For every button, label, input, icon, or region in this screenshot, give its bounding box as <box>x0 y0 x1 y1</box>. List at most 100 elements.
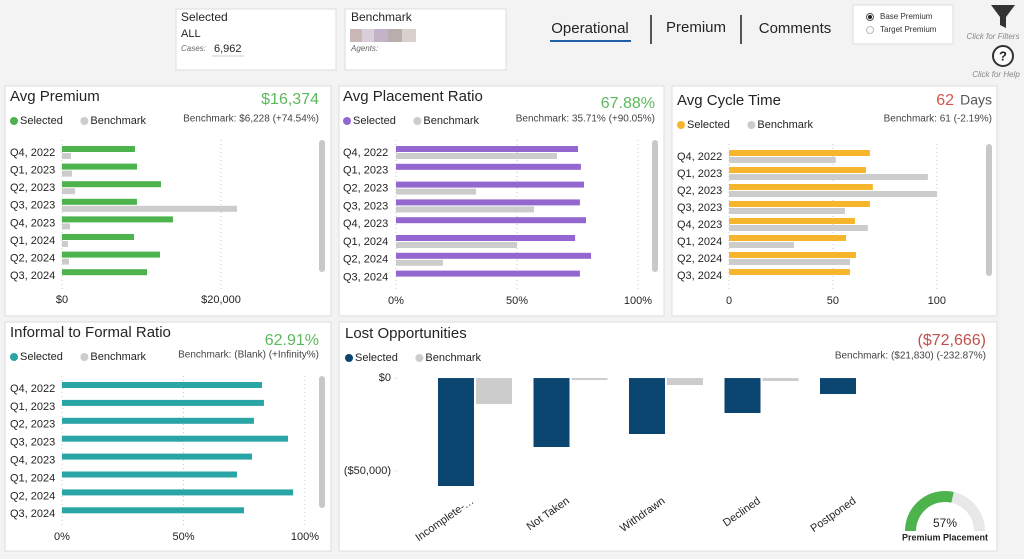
bar <box>729 218 855 224</box>
legend-label: Benchmark <box>757 119 813 131</box>
benchmark-note: Benchmark: (Blank) (+Infinity%) <box>178 350 319 361</box>
bar <box>396 188 477 195</box>
bar <box>62 382 262 388</box>
panel-title: Avg Cycle Time <box>677 92 781 109</box>
bar <box>629 378 665 435</box>
legend-marker <box>345 354 353 362</box>
bar <box>62 205 237 212</box>
bar <box>762 378 799 382</box>
scrollbar[interactable] <box>652 140 658 272</box>
panel-title: Avg Premium <box>10 88 100 105</box>
premium-options <box>852 4 954 45</box>
bar <box>729 235 847 241</box>
bar <box>62 507 245 514</box>
benchmark-note: Benchmark: 35.71% (+90.05%) <box>516 114 655 125</box>
cases-value: 6,962 <box>214 43 242 55</box>
bar <box>729 252 856 258</box>
benchmark-note: Benchmark: ($21,830) (-232.87%) <box>835 351 986 362</box>
bar <box>729 269 850 275</box>
bar <box>729 208 845 214</box>
headline-value: 67.88% <box>601 95 655 112</box>
bar <box>62 251 161 258</box>
tab[interactable]: Comments <box>759 20 832 37</box>
agent-swatches <box>350 29 416 42</box>
tab[interactable]: Operational <box>551 20 629 37</box>
category-label: Q4, 2023 <box>10 217 55 229</box>
legend-label: Selected <box>687 119 730 131</box>
bar <box>729 174 928 180</box>
category-label: Q2, 2024 <box>677 253 722 265</box>
cases-label: Cases: <box>181 44 206 53</box>
x-tick-label: $20,000 <box>201 294 241 306</box>
radio-label: Base Premium <box>880 12 933 21</box>
bar <box>62 223 71 230</box>
legend-marker <box>80 353 89 361</box>
legend-marker <box>80 117 89 125</box>
bar <box>396 206 534 213</box>
bar <box>396 259 443 266</box>
bar <box>62 170 73 177</box>
scrollbar[interactable] <box>319 376 325 508</box>
bar <box>62 198 137 205</box>
headline-value: ($72,666) <box>918 332 987 349</box>
x-tick-label: 0 <box>726 295 732 307</box>
category-label: Q2, 2023 <box>10 419 55 431</box>
benchmark-card-title: Benchmark <box>351 10 413 24</box>
category-label: Q3, 2023 <box>343 200 388 212</box>
category-label: Q1, 2023 <box>10 401 55 413</box>
filter-icon[interactable] <box>991 5 1015 28</box>
category-label: Q3, 2024 <box>343 272 388 284</box>
bar <box>62 471 237 478</box>
y-tick-label: $0 <box>379 372 391 384</box>
bar <box>396 217 586 224</box>
category-label: Q1, 2024 <box>10 235 55 247</box>
bar <box>396 163 581 170</box>
bar <box>62 234 135 240</box>
category-label: Q1, 2023 <box>343 165 388 177</box>
x-tick-label: 0% <box>54 531 70 543</box>
bar <box>476 378 512 405</box>
legend-label: Benchmark <box>90 351 146 363</box>
panel-title: Informal to Formal Ratio <box>10 324 171 341</box>
help-glyph: ? <box>999 48 1007 63</box>
radio-dot <box>868 15 872 19</box>
legend-label: Selected <box>353 115 396 127</box>
legend-label: Selected <box>20 351 63 363</box>
bar <box>396 146 578 152</box>
help-icon[interactable] <box>992 45 1014 67</box>
legend-marker <box>413 117 422 125</box>
gauge-title: Premium Placement <box>902 532 988 542</box>
legend-label: Selected <box>355 352 398 364</box>
bar <box>533 378 570 448</box>
scrollbar[interactable] <box>986 144 992 276</box>
category-label: Q2, 2024 <box>343 254 388 266</box>
bar <box>396 181 585 188</box>
tab[interactable]: Premium <box>666 19 726 36</box>
legend-label: Benchmark <box>423 115 479 127</box>
scrollbar[interactable] <box>319 140 325 272</box>
bar <box>62 399 264 406</box>
bar <box>396 235 576 241</box>
bar <box>724 378 761 413</box>
x-tick-label: $0 <box>56 294 68 306</box>
selected-card-value: ALL <box>181 28 201 40</box>
filters-hint: Click for Filters <box>967 32 1020 41</box>
bar <box>62 417 254 424</box>
radio[interactable] <box>866 26 874 34</box>
legend-label: Selected <box>20 115 63 127</box>
bar <box>820 378 856 395</box>
selected-card[interactable] <box>175 8 337 71</box>
agents-label: Agents: <box>350 44 378 53</box>
bar <box>396 270 580 277</box>
x-tick-label: 100 <box>928 295 946 307</box>
bar <box>729 167 866 173</box>
category-label: Q4, 2023 <box>343 218 388 230</box>
category-label: Q2, 2024 <box>10 490 55 502</box>
gauge-fill <box>905 491 954 531</box>
category-label: Q1, 2023 <box>677 168 722 180</box>
headline-value: 62.91% <box>265 332 319 349</box>
category-label: Q4, 2023 <box>677 219 722 231</box>
category-label: Q3, 2024 <box>677 270 722 282</box>
panel <box>4 85 332 317</box>
category-label: Q2, 2023 <box>677 185 722 197</box>
